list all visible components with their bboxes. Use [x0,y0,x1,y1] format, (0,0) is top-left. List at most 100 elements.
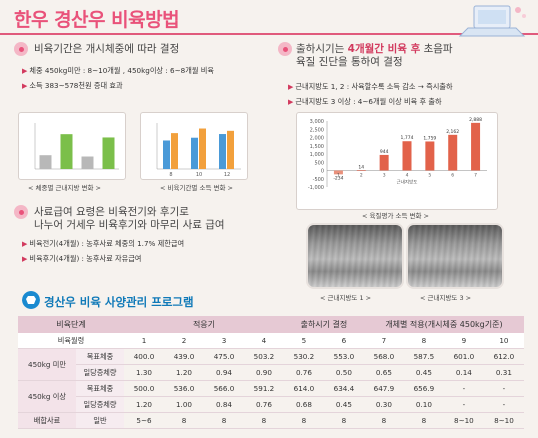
chart3-data-label: 14 [358,164,364,170]
program-cell: 500.0 [124,380,164,397]
program-cell: - [443,396,484,413]
section3-bullet-1: ▶ 비육전기(4개월) : 농후사료 체중의 1.7% 제한급여 [22,239,185,248]
program-header-row: 비육단계 적응기 출하시기 결정 개체별 적용(개시체중 450kg기준) [18,316,524,333]
chart3-data-label: 1,759 [423,135,436,141]
program-cell: 614.0 [283,380,324,397]
chart1-bar [81,156,94,169]
program-cell: 503.2 [243,348,284,365]
program-cell: 8 [164,412,204,429]
program-cell: 566.0 [203,380,244,397]
section1-bullet-2: ▶ 소득 383~578천원 증대 효과 [22,81,123,90]
section3-heading: 사료급여 요령은 비육전기와 후기로 나누어 거세우 비육후기와 마무리 사료 급… [34,206,225,231]
chart2-panel: 8 10 12 [140,112,248,180]
chart3-y-tick-label: -1,000 [308,185,324,191]
program-row-label: 일당증체량 [76,396,125,413]
program-title: 경산우 비육 사양관리 프로그램 [44,295,194,309]
ultrasound-caption-1: < 근내지방도 1 > [320,294,372,302]
program-cell: 591.2 [243,380,284,397]
section2-heading: 출하시기는 4개월간 비육 후 초음파 육질 진단을 통하여 결정 [296,43,453,68]
program-cell: 5~6 [124,412,164,429]
program-row-label: 목표체중 [76,380,125,397]
chart3-x-tick-label: 7 [474,173,477,179]
program-month-label: 비육월령 [18,333,125,349]
section2-bullet-2: ▶ 근내지방도 3 이상 : 4~6개월 이상 비육 후 출하 [288,97,442,106]
program-cell: - [483,380,524,397]
chart3-data-label: 944 [380,149,389,155]
chart2-tick-label: 10 [196,172,202,178]
program-cell: 475.0 [203,348,244,365]
program-month-cell: 8 [403,333,444,349]
program-cell: 0.10 [403,396,444,413]
program-cell: 8~10 [443,412,484,429]
chart3-y-tick-label: 3,000 [310,119,324,125]
program-cell: 1.20 [124,396,164,413]
chart3-x-axis-label: 근내지방도 [397,179,418,186]
table-row: 일당증체량 1.30 1.20 0.94 0.90 0.76 0.50 0.65 0.45 0.1… [18,364,524,381]
chart3-y-tick-label: 1,000 [310,152,324,158]
program-cell: 8 [243,412,284,429]
program-cell: 0.45 [323,396,364,413]
chart2-caption: < 비육기간별 소득 변화 > [160,184,233,192]
program-cell: 1.00 [164,396,204,413]
program-cell: 656.9 [403,380,444,397]
chart3-bar [379,154,389,171]
chart3-x-tick-label: 4 [406,173,409,179]
chart3-bar [425,141,435,171]
laptop-decoration-icon [458,5,526,37]
program-table: 비육단계 적응기 출하시기 결정 개체별 적용(개시체중 450kg기준) 비육… [18,316,524,429]
chart1-bar [39,155,52,169]
chart2-bar [191,137,198,169]
chart2-tick-label: 12 [224,172,230,178]
chart3-y-tick-label: 2,500 [310,127,324,133]
chart3-panel: 3,000 2,500 2,000 1,500 1,000 500 0 -500 -1,000 -… [296,112,498,210]
chart3-x-tick-label: 5 [428,173,431,179]
ultrasound-image-2 [406,223,504,289]
chart1-bar [60,134,73,169]
chart3-caption: < 육질평가 소득 변화 > [362,212,429,220]
program-group-label: 450kg 미만 [18,348,76,381]
program-month-cell: 7 [363,333,404,349]
program-cell: 553.0 [323,348,364,365]
program-cell: 1.30 [124,364,164,381]
program-cell: - [483,396,524,413]
chart3-bar [402,141,412,171]
program-month-row: 비육월령 1 2 3 4 5 6 7 8 9 10 [18,333,524,349]
program-cell: 0.68 [283,396,324,413]
chart2-bar [163,140,170,169]
program-cell: 0.90 [243,364,284,381]
program-cell: 8 [203,412,244,429]
chart1-panel [18,112,126,180]
program-cell: 8~10 [483,412,524,429]
chart3-y-tick-label: -500 [313,177,324,183]
section2-bullet-1: ▶ 근내지방도 1, 2 : 사육할수록 소득 감소 → 즉시출하 [288,82,453,91]
section2-bullet-icon [278,42,292,56]
program-cell: 0.30 [363,396,404,413]
program-cell: 0.50 [323,364,364,381]
program-cell: 0.45 [403,364,444,381]
program-cell: 587.5 [403,348,444,365]
chart2-bar [227,130,234,169]
program-header-individual: 개체별 적용(개시체중 450kg기준) [363,316,524,333]
program-month-cell: 5 [283,333,324,349]
chart3-x-tick-label: 1 [337,173,340,179]
program-row-label: 일당증체량 [76,364,125,381]
chart3-data-label: 1,774 [401,135,414,141]
program-cell: 400.0 [124,348,164,365]
program-cell: 601.0 [443,348,484,365]
table-row: 450kg 이상 목표체중 500.0 536.0 566.0 591.2 614.0 634… [18,380,524,413]
chart2-bar [199,128,206,169]
ultrasound-image-1 [306,223,404,289]
chart1-bar [102,137,115,169]
chart3: 3,000 2,500 2,000 1,500 1,000 500 0 -500 -1,000 -… [308,117,487,191]
chart3-data-label: -234 [333,175,343,181]
page-title: 한우 경산우 비육방법 [14,9,180,31]
program-group-label: 배합사료 [18,412,76,429]
program-row-label: 목표체중 [76,348,125,365]
chart2: 8 10 12 [156,123,241,178]
chart3-x-tick-label: 6 [451,173,454,179]
chart3-bar [356,170,366,171]
program-cell: 0.94 [203,364,244,381]
program-month-cell: 3 [203,333,244,349]
chart2-bar [219,134,226,169]
program-row-label: 일반 [76,412,125,429]
